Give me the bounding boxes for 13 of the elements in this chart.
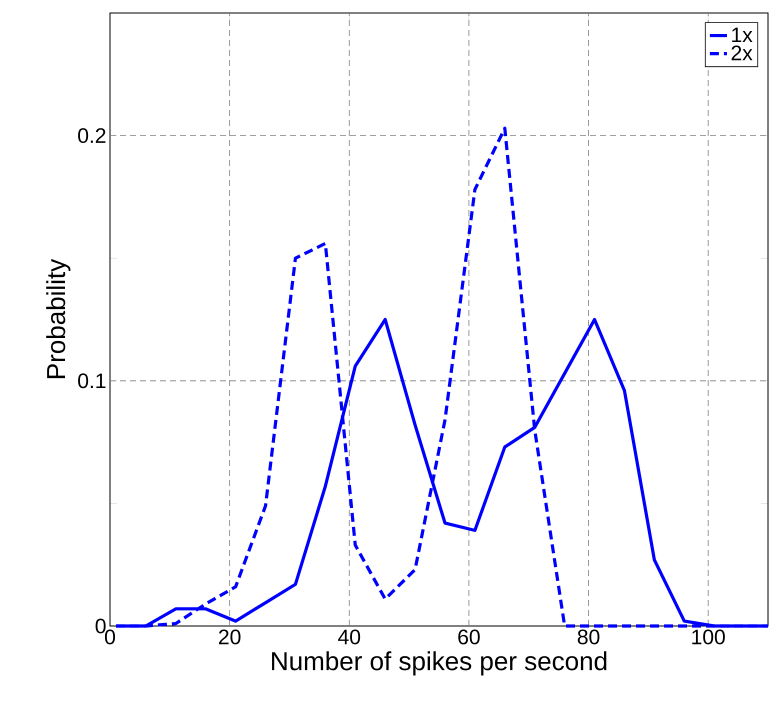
y-tick-label: 0	[96, 618, 106, 634]
x-tick-label: 80	[578, 630, 600, 644]
legend-label: 1x	[732, 28, 753, 42]
x-tick-label: 100	[692, 630, 725, 644]
x-tick-label: 40	[338, 630, 360, 644]
x-tick-label: 60	[458, 630, 480, 644]
y-tick-label: 0.1	[78, 373, 106, 388]
x-tick-label: 20	[219, 630, 240, 644]
x-axis-title: Number of spikes per second	[272, 651, 606, 676]
x-tick-label: 0	[104, 630, 116, 644]
legend-label: 2x	[732, 46, 753, 60]
y-tick-label: 0.2	[78, 128, 106, 144]
y-axis-title: Probability	[46, 258, 70, 378]
